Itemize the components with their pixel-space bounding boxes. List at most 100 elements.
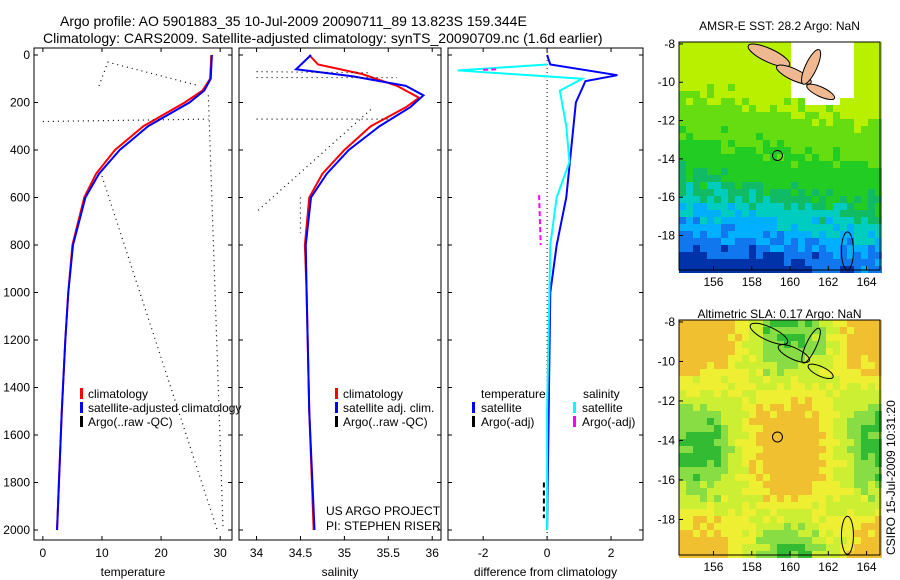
- map-cell: [826, 439, 833, 446]
- x-tick-label: 35: [338, 546, 352, 560]
- map-cell: [875, 119, 882, 126]
- map-cell: [819, 98, 826, 105]
- map-cell: [833, 161, 840, 168]
- map-cell: [826, 334, 833, 341]
- map-cell: [763, 425, 770, 432]
- x-axis-label: difference from climatology: [474, 565, 617, 579]
- map-cell: [875, 126, 882, 133]
- map-cell: [693, 259, 700, 266]
- map-cell: [686, 355, 693, 362]
- map-cell: [861, 112, 868, 119]
- map-cell: [707, 231, 714, 238]
- map-cell: [847, 439, 854, 446]
- map-cell: [707, 189, 714, 196]
- map-cell: [777, 133, 784, 140]
- map-cell: [861, 210, 868, 217]
- map-cell: [714, 42, 721, 49]
- map-cell: [721, 84, 728, 91]
- map-cell: [679, 334, 686, 341]
- map-cell: [861, 70, 868, 77]
- map-cell: [714, 154, 721, 161]
- map-cell: [798, 133, 805, 140]
- map-cell: [735, 348, 742, 355]
- map-cell: [749, 404, 756, 411]
- map-cell: [875, 460, 882, 467]
- map-cell: [679, 327, 686, 334]
- map-cell: [812, 119, 819, 126]
- map-cell: [819, 376, 826, 383]
- legend-swatch: [335, 402, 338, 413]
- map-cell: [686, 203, 693, 210]
- map-cell: [833, 537, 840, 544]
- map-cell: [721, 217, 728, 224]
- map-cell: [805, 320, 812, 327]
- map-cell: [756, 119, 763, 126]
- map-cell: [819, 446, 826, 453]
- y-tick-label: 2000: [3, 523, 30, 537]
- map-cell: [679, 404, 686, 411]
- lat-tick-label: -8: [664, 37, 675, 51]
- map-cell: [728, 341, 735, 348]
- map-cell: [735, 502, 742, 509]
- map-cell: [763, 355, 770, 362]
- map-cell: [854, 238, 861, 245]
- map-cell: [854, 161, 861, 168]
- map-cell: [707, 182, 714, 189]
- map-cell: [868, 245, 875, 252]
- map-cell: [679, 245, 686, 252]
- map-cell: [840, 119, 847, 126]
- map-cell: [735, 91, 742, 98]
- map-cell: [861, 238, 868, 245]
- map-cell: [700, 210, 707, 217]
- map-cell: [812, 217, 819, 224]
- map-cell: [826, 348, 833, 355]
- map-cell: [756, 168, 763, 175]
- map-cell: [819, 418, 826, 425]
- map-cell: [742, 175, 749, 182]
- map-cell: [868, 355, 875, 362]
- legend-swatch: [80, 402, 83, 413]
- map-cell: [700, 516, 707, 523]
- map-cell: [749, 70, 756, 77]
- map-cell: [840, 126, 847, 133]
- y-tick-label: 1800: [3, 476, 30, 490]
- map-cell: [812, 390, 819, 397]
- map-cell: [693, 362, 700, 369]
- map-cell: [847, 404, 854, 411]
- map-cell: [861, 446, 868, 453]
- map-cell: [833, 530, 840, 537]
- map-cell: [777, 523, 784, 530]
- map-cell: [861, 175, 868, 182]
- map-cell: [742, 126, 749, 133]
- map-cell: [763, 467, 770, 474]
- map-cell: [686, 334, 693, 341]
- map-cell: [693, 453, 700, 460]
- map-cell: [791, 196, 798, 203]
- map-cell: [812, 196, 819, 203]
- map-cell: [854, 210, 861, 217]
- map-cell: [686, 383, 693, 390]
- map-cell: [847, 238, 854, 245]
- map-cell: [798, 189, 805, 196]
- map-cell: [791, 98, 798, 105]
- y-tick-label: 800: [10, 238, 30, 252]
- map-cell: [714, 418, 721, 425]
- map-cell: [833, 105, 840, 112]
- map-cell: [854, 168, 861, 175]
- map-cell: [728, 481, 735, 488]
- map-cell: [756, 196, 763, 203]
- map-cell: [868, 516, 875, 523]
- map-cell: [686, 502, 693, 509]
- map-cell: [749, 91, 756, 98]
- map-cell: [868, 105, 875, 112]
- map-cell: [700, 383, 707, 390]
- map-cell: [693, 376, 700, 383]
- map-cell: [861, 161, 868, 168]
- lon-tick-label: 160: [780, 560, 800, 574]
- map-cell: [826, 133, 833, 140]
- map-cell: [700, 70, 707, 77]
- legend-entry: climatology: [343, 387, 403, 401]
- map-cell: [770, 84, 777, 91]
- map-cell: [742, 446, 749, 453]
- map-cell: [749, 446, 756, 453]
